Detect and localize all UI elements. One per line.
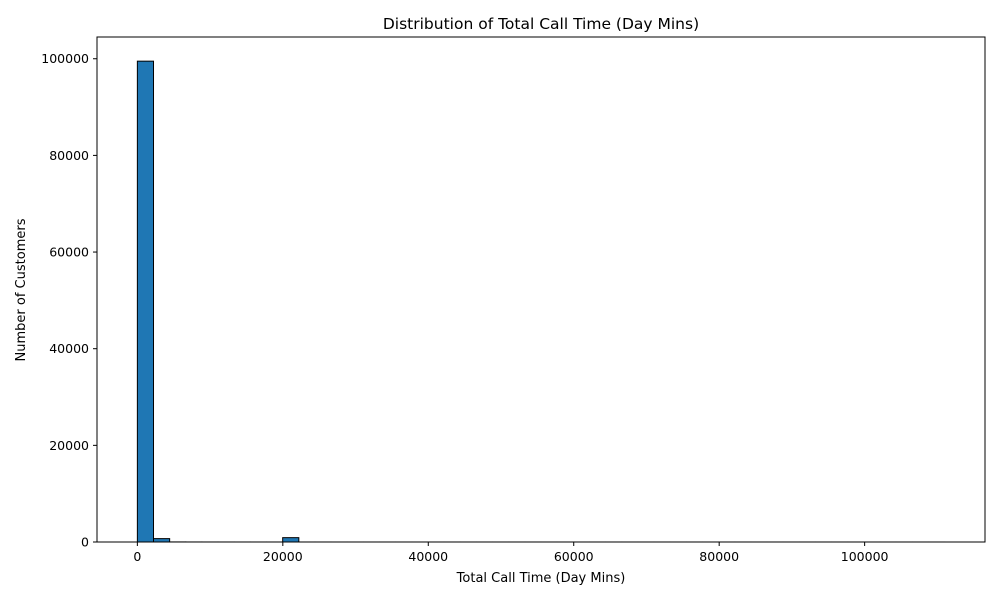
x-tick-label: 0 <box>133 549 141 564</box>
x-tick-label: 60000 <box>554 549 594 564</box>
plot-frame <box>96 36 986 543</box>
x-axis-ticks: 0 20000 40000 60000 80000 100000 <box>133 542 889 564</box>
histogram-bars <box>136 60 946 543</box>
x-tick-label: 80000 <box>699 549 739 564</box>
y-tick-label: 100000 <box>41 51 89 66</box>
histogram-bar <box>153 538 171 543</box>
y-tick-label: 20000 <box>49 438 89 453</box>
y-axis-ticks: 0 20000 40000 60000 80000 100000 <box>41 51 97 550</box>
y-tick-label: 0 <box>81 535 89 550</box>
x-tick-label: 40000 <box>408 549 448 564</box>
x-tick-label: 20000 <box>263 549 303 564</box>
y-tick-label: 60000 <box>49 245 89 260</box>
x-tick-label: 100000 <box>841 549 889 564</box>
y-axis-title: Number of Customers <box>14 218 29 361</box>
histogram-bar <box>282 537 300 543</box>
histogram-bar <box>136 60 155 543</box>
chart-title: Distribution of Total Call Time (Day Min… <box>383 15 699 33</box>
x-axis-title: Total Call Time (Day Mins) <box>456 571 626 586</box>
y-tick-label: 80000 <box>49 148 89 163</box>
y-tick-label: 40000 <box>49 341 89 356</box>
